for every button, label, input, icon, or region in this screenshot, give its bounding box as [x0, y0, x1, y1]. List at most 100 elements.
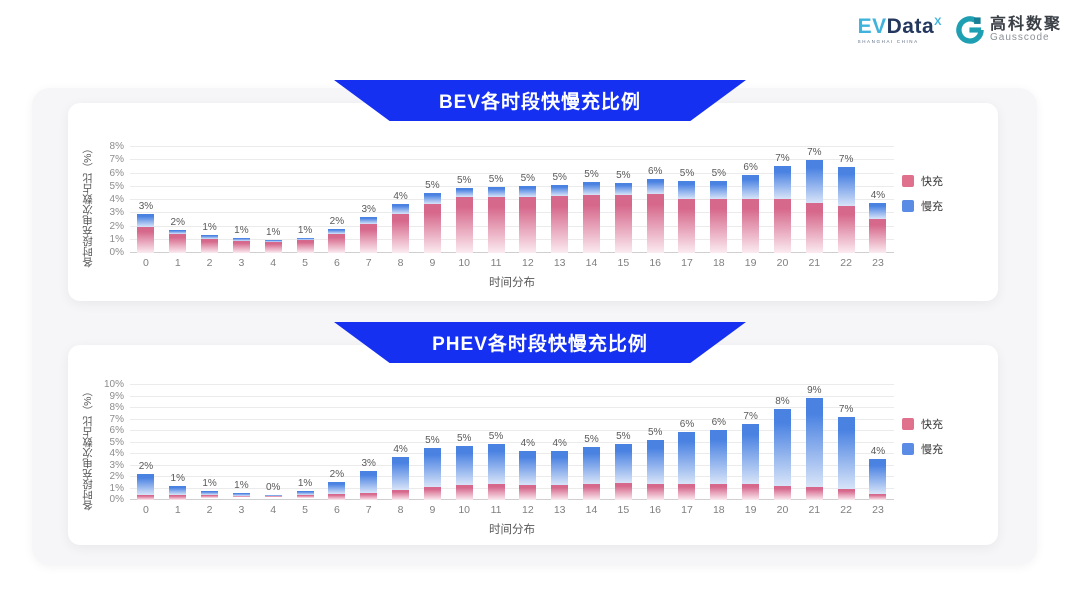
stacked-bar[interactable] [805, 398, 823, 500]
bar-group-hour-11[interactable]: 5% [480, 385, 512, 500]
bar-group-hour-6[interactable]: 2% [321, 147, 353, 253]
bar-group-hour-5[interactable]: 1% [289, 147, 321, 253]
stacked-bar[interactable] [773, 165, 791, 253]
bar-group-hour-7[interactable]: 3% [353, 147, 385, 253]
stacked-bar[interactable] [296, 237, 314, 253]
bar-group-hour-10[interactable]: 5% [448, 147, 480, 253]
stacked-bar[interactable] [837, 166, 855, 253]
stacked-bar[interactable] [519, 186, 537, 253]
stacked-bar[interactable] [328, 228, 346, 253]
stacked-bar[interactable] [710, 181, 728, 253]
bar-group-hour-16[interactable]: 6% [639, 147, 671, 253]
bar-group-hour-14[interactable]: 5% [576, 147, 608, 253]
stacked-bar[interactable] [423, 192, 441, 253]
stacked-bar[interactable] [551, 450, 569, 500]
bar-group-hour-15[interactable]: 5% [607, 385, 639, 500]
stacked-bar[interactable] [710, 429, 728, 500]
bar-group-hour-13[interactable]: 5% [544, 147, 576, 253]
legend-item-slow[interactable]: 慢充 [902, 441, 984, 457]
stacked-bar[interactable] [392, 457, 410, 500]
stacked-bar[interactable] [264, 494, 282, 500]
stacked-bar[interactable] [742, 423, 760, 500]
bar-group-hour-20[interactable]: 8% [767, 385, 799, 500]
bar-group-hour-18[interactable]: 6% [703, 385, 735, 500]
stacked-bar[interactable] [678, 181, 696, 253]
bar-group-hour-17[interactable]: 5% [671, 147, 703, 253]
legend-item-fast[interactable]: 快充 [902, 416, 984, 432]
stacked-bar[interactable] [232, 492, 250, 500]
stacked-bar[interactable] [614, 182, 632, 253]
stacked-bar[interactable] [455, 445, 473, 500]
bar-group-hour-2[interactable]: 1% [194, 147, 226, 253]
stacked-bar[interactable] [773, 408, 791, 500]
stacked-bar[interactable] [487, 187, 505, 253]
stacked-bar[interactable] [837, 416, 855, 500]
stacked-bar[interactable] [360, 216, 378, 253]
legend-item-slow[interactable]: 慢充 [902, 198, 984, 214]
stacked-bar[interactable] [487, 443, 505, 500]
bar-group-hour-3[interactable]: 1% [225, 385, 257, 500]
bar-group-hour-15[interactable]: 5% [607, 147, 639, 253]
stacked-bar[interactable] [678, 432, 696, 500]
stacked-bar[interactable] [646, 179, 664, 253]
bar-group-hour-12[interactable]: 4% [512, 385, 544, 500]
stacked-bar[interactable] [392, 203, 410, 253]
stacked-bar[interactable] [137, 474, 155, 500]
stacked-bar[interactable] [805, 160, 823, 253]
stacked-bar[interactable] [869, 202, 887, 253]
bar-group-hour-17[interactable]: 6% [671, 385, 703, 500]
bar-group-hour-19[interactable]: 7% [735, 385, 767, 500]
bar-group-hour-1[interactable]: 1% [162, 385, 194, 500]
bar-group-hour-14[interactable]: 5% [576, 385, 608, 500]
bar-group-hour-23[interactable]: 4% [862, 147, 894, 253]
bar-group-hour-19[interactable]: 6% [735, 147, 767, 253]
bar-group-hour-10[interactable]: 5% [448, 385, 480, 500]
stacked-bar[interactable] [742, 174, 760, 253]
bar-group-hour-1[interactable]: 2% [162, 147, 194, 253]
stacked-bar[interactable] [423, 447, 441, 500]
stacked-bar[interactable] [455, 188, 473, 253]
bar-group-hour-23[interactable]: 4% [862, 385, 894, 500]
bar-group-hour-8[interactable]: 4% [385, 385, 417, 500]
stacked-bar[interactable] [232, 238, 250, 253]
bar-group-hour-5[interactable]: 1% [289, 385, 321, 500]
stacked-bar[interactable] [328, 482, 346, 500]
stacked-bar[interactable] [201, 491, 219, 500]
stacked-bar[interactable] [646, 439, 664, 500]
stacked-bar[interactable] [137, 213, 155, 253]
bar-group-hour-22[interactable]: 7% [830, 385, 862, 500]
legend-item-fast[interactable]: 快充 [902, 173, 984, 189]
bar-group-hour-21[interactable]: 7% [798, 147, 830, 253]
bar-group-hour-20[interactable]: 7% [767, 147, 799, 253]
bar-group-hour-12[interactable]: 5% [512, 147, 544, 253]
bar-group-hour-8[interactable]: 4% [385, 147, 417, 253]
bar-group-hour-9[interactable]: 5% [416, 385, 448, 500]
stacked-bar[interactable] [296, 491, 314, 500]
stacked-bar[interactable] [264, 240, 282, 253]
bar-group-hour-22[interactable]: 7% [830, 147, 862, 253]
bar-group-hour-3[interactable]: 1% [225, 147, 257, 253]
bar-group-hour-6[interactable]: 2% [321, 385, 353, 500]
bar-group-hour-2[interactable]: 1% [194, 385, 226, 500]
bar-group-hour-16[interactable]: 5% [639, 385, 671, 500]
bar-group-hour-18[interactable]: 5% [703, 147, 735, 253]
bar-group-hour-0[interactable]: 3% [130, 147, 162, 253]
bar-group-hour-13[interactable]: 4% [544, 385, 576, 500]
bar-group-hour-7[interactable]: 3% [353, 385, 385, 500]
bar-group-hour-21[interactable]: 9% [798, 385, 830, 500]
stacked-bar[interactable] [169, 485, 187, 500]
bar-group-hour-4[interactable]: 0% [257, 385, 289, 500]
stacked-bar[interactable] [551, 185, 569, 253]
bar-group-hour-0[interactable]: 2% [130, 385, 162, 500]
bar-group-hour-11[interactable]: 5% [480, 147, 512, 253]
bar-group-hour-4[interactable]: 1% [257, 147, 289, 253]
stacked-bar[interactable] [614, 444, 632, 500]
stacked-bar[interactable] [201, 235, 219, 253]
stacked-bar[interactable] [519, 451, 537, 500]
stacked-bar[interactable] [360, 470, 378, 500]
stacked-bar[interactable] [583, 447, 600, 500]
stacked-bar[interactable] [869, 459, 887, 500]
stacked-bar[interactable] [169, 229, 187, 253]
stacked-bar[interactable] [583, 182, 600, 253]
bar-group-hour-9[interactable]: 5% [416, 147, 448, 253]
